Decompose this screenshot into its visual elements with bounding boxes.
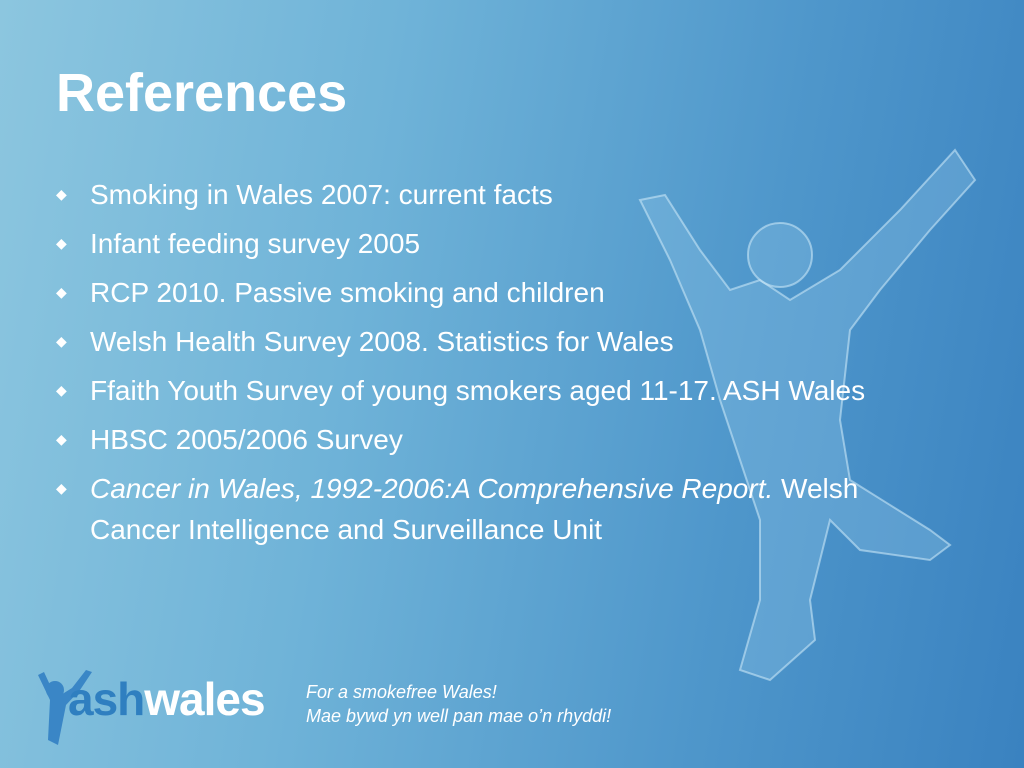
reference: RCP 2010. Passive smoking and children [56, 272, 886, 313]
reference: Smoking in Wales 2007: current facts [56, 174, 886, 215]
tagline: For a smokefree Wales! [306, 682, 497, 702]
logo-wales: wales [144, 673, 265, 725]
reference: HBSC 2005/2006 Survey [56, 419, 886, 460]
reference: Infant feeding survey 2005 [56, 223, 886, 264]
reference-text: Welsh Cancer Intelligence and Surveillan… [90, 473, 859, 545]
tagline: Mae bywd yn well pan mae o’n rhyddi! [306, 706, 612, 726]
reference: Ffaith Youth Survey of young smokers age… [56, 370, 886, 411]
logo: ashwales [68, 672, 266, 726]
reference: Welsh Health Survey 2008. Statistics for… [56, 321, 886, 362]
reference: Cancer in Wales, 1992-2006:A Comprehensi… [56, 468, 886, 550]
reference-list: Smoking in Wales 2007: current facts Inf… [56, 174, 886, 558]
reference-italic: Cancer in Wales, 1992-2006:A Comprehensi… [90, 473, 774, 504]
title: References [56, 63, 348, 123]
logo-ash: ash [68, 673, 145, 725]
